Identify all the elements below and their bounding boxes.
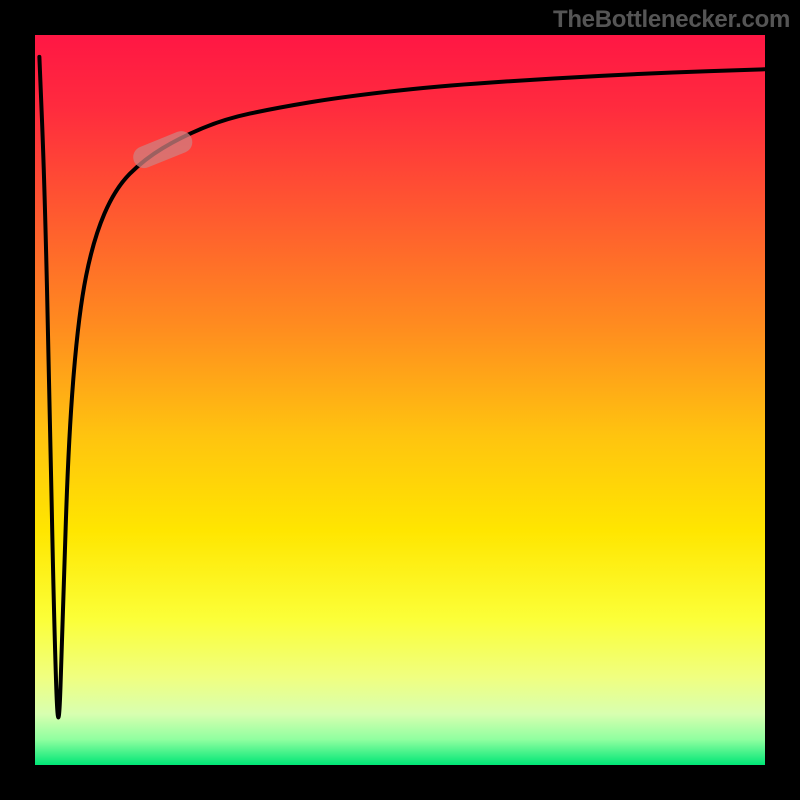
chart-container: TheBottlenecker.com <box>0 0 800 800</box>
gradient-background <box>35 35 765 765</box>
chart-svg <box>35 35 765 765</box>
plot-area <box>35 35 765 765</box>
watermark-text: TheBottlenecker.com <box>553 6 790 34</box>
